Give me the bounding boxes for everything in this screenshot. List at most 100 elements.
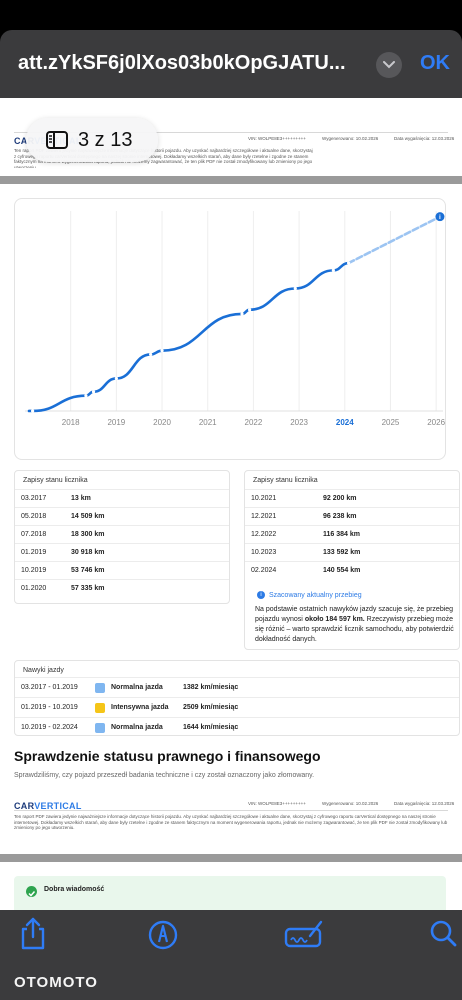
- generated-date: Wygenerowano: 10.02.2026: [322, 136, 379, 141]
- ok-button[interactable]: OK: [420, 52, 450, 74]
- mileage-chart: 2018 2019 2020 2021 2022 2023 2024 2025 2026 i: [14, 198, 446, 460]
- data-point: [331, 268, 335, 272]
- x-tick-label: 2022: [245, 418, 263, 427]
- x-tick-label: 2024: [336, 418, 354, 427]
- chevron-down-icon: [383, 61, 395, 69]
- data-point: [114, 376, 118, 381]
- page-indicator[interactable]: 3 z 13: [26, 118, 158, 162]
- odometer-date: 07.2018: [21, 531, 47, 538]
- odometer-row: 10.2023 133 592 km: [245, 543, 459, 561]
- check-icon: [26, 886, 37, 897]
- estimate-line: [347, 215, 442, 265]
- info-icon: i: [257, 591, 265, 599]
- habit-color-swatch: [95, 683, 105, 693]
- carvertical-logo: CARVERTICAL: [14, 801, 82, 811]
- report-disclaimer: Ten raport PDF zawiera jedynie najważnie…: [14, 814, 448, 830]
- generated-date: Wygenerowano: 10.02.2026: [322, 801, 379, 806]
- estimate-marker: [435, 212, 445, 222]
- document-title[interactable]: att.zYkSF6j0lXos03b0kOpGJATU...: [18, 52, 346, 74]
- odometer-km: 30 918 km: [71, 549, 105, 556]
- odometer-row: 05.2018 14 509 km: [15, 507, 229, 525]
- habit-period: 10.2019 - 02.2024: [21, 724, 78, 731]
- odometer-km: 57 335 km: [71, 585, 105, 592]
- odometer-row: 12.2022 116 384 km: [245, 525, 459, 543]
- vin-text: VIN: WOLPE8E3+++++++++: [248, 801, 306, 806]
- driving-habit-row: 03.2017 - 01.2019 Normalna jazda 1382 km/m…: [15, 677, 459, 697]
- driving-habits-panel: Nawyki jazdy 03.2017 - 01.2019 Normalna j…: [14, 660, 460, 736]
- habit-period: 03.2017 - 01.2019: [21, 684, 78, 691]
- share-icon[interactable]: [18, 916, 48, 950]
- odometer-row: 10.2019 53 746 km: [15, 561, 229, 579]
- odometer-row: 02.2024 140 554 km: [245, 561, 459, 579]
- odometer-km: 140 554 km: [323, 567, 361, 574]
- sidebar-icon: [46, 131, 68, 149]
- x-tick-label: 2026: [427, 418, 445, 427]
- x-tick-label: 2021: [199, 418, 217, 427]
- odometer-date: 02.2024: [251, 567, 277, 574]
- odometer-km: 53 746 km: [71, 567, 105, 574]
- document-scroll-area[interactable]: CARVERTICAL Ten raport PDF zawiera jedyn…: [0, 98, 462, 910]
- odometer-date: 05.2018: [21, 513, 47, 520]
- x-tick-label: 2025: [382, 418, 400, 427]
- habit-color-swatch: [95, 703, 105, 713]
- odometer-km: 96 238 km: [323, 513, 357, 520]
- odometer-row: 07.2018 18 300 km: [15, 525, 229, 543]
- habit-value: 1644 km/miesiąc: [183, 724, 239, 731]
- markup-pen-icon[interactable]: [148, 916, 178, 950]
- odometer-date: 12.2021: [251, 513, 277, 520]
- odometer-records-right: Zapisy stanu licznika 10.2021 92 200 km 12…: [244, 470, 460, 650]
- odometer-row: 12.2021 96 238 km: [245, 507, 459, 525]
- search-icon[interactable]: [428, 916, 458, 950]
- habit-color-swatch: [95, 723, 105, 733]
- signature-icon[interactable]: [284, 916, 324, 950]
- x-tick-label: 2019: [107, 418, 125, 427]
- odometer-date: 12.2022: [251, 531, 277, 538]
- mileage-chart-svg: 2018 2019 2020 2021 2022 2023 2024 2025 2026 i: [25, 211, 446, 427]
- legal-section-title: Sprawdzenie statusu prawnego i finansowe…: [14, 748, 321, 764]
- good-news-box: Dobra wiadomość: [14, 876, 446, 910]
- habit-type: Normalna jazda: [111, 724, 163, 731]
- good-news-label: Dobra wiadomość: [44, 886, 105, 893]
- driving-habit-row: 01.2019 - 10.2019 Intensywna jazda 2509 km…: [15, 697, 459, 717]
- estimated-mileage-text: Na podstawie ostatnich nawyków jazdy sza…: [255, 606, 454, 643]
- divider: [14, 810, 448, 811]
- x-tick-label: 2020: [153, 418, 171, 427]
- odometer-km: 18 300 km: [71, 531, 105, 538]
- odometer-date: 01.2020: [21, 585, 47, 592]
- odometer-row: 01.2020 57 335 km: [15, 579, 229, 597]
- info-icon: i: [439, 214, 441, 221]
- vin-text: VIN: WOLPE8E3+++++++++: [248, 136, 306, 141]
- odometer-records-left: Zapisy stanu licznika 03.2017 13 km 05.201…: [14, 470, 230, 604]
- habit-type: Normalna jazda: [111, 684, 163, 691]
- habit-value: 1382 km/miesiąc: [183, 684, 239, 691]
- panel-title: Nawyki jazdy: [23, 667, 64, 674]
- data-point: [91, 390, 96, 394]
- odometer-date: 10.2019: [21, 567, 47, 574]
- legal-section-subtitle: Sprawdziliśmy, czy pojazd przeszedł bada…: [14, 772, 315, 779]
- odometer-date: 10.2021: [251, 495, 277, 502]
- habit-type: Intensywna jazda: [111, 704, 169, 711]
- pdf-page-next: Dobra wiadomość: [0, 862, 462, 910]
- odometer-km: 92 200 km: [323, 495, 357, 502]
- odometer-row: 01.2019 30 918 km: [15, 543, 229, 561]
- driving-habit-row: 10.2019 - 02.2024 Normalna jazda 1644 km/m…: [15, 717, 459, 737]
- page-indicator-text: 3 z 13: [78, 128, 133, 151]
- title-menu-button[interactable]: [376, 52, 402, 78]
- panel-title: Zapisy stanu licznika: [253, 477, 318, 484]
- odometer-km: 14 509 km: [71, 513, 105, 520]
- data-point: [31, 409, 35, 413]
- viewer-header: att.zYkSF6j0lXos03b0kOpGJATU... OK: [0, 30, 462, 98]
- odometer-date: 01.2019: [21, 549, 47, 556]
- pdf-page-current: 2018 2019 2020 2021 2022 2023 2024 2025 2026 i Za…: [0, 184, 462, 854]
- habit-value: 2509 km/miesiąc: [183, 704, 239, 711]
- habit-period: 01.2019 - 10.2019: [21, 704, 78, 711]
- odometer-km: 116 384 km: [323, 531, 360, 538]
- divider: [14, 132, 448, 133]
- bottom-toolbar: [0, 910, 462, 1000]
- odometer-date: 10.2023: [251, 549, 277, 556]
- report-disclaimer: Ten raport PDF zawiera jedynie najważnie…: [14, 148, 313, 168]
- otomoto-watermark: OTOMOTO: [14, 974, 98, 991]
- data-point: [240, 312, 244, 316]
- expiry-date: Data wygaśnięcia: 12.03.2026: [394, 801, 455, 806]
